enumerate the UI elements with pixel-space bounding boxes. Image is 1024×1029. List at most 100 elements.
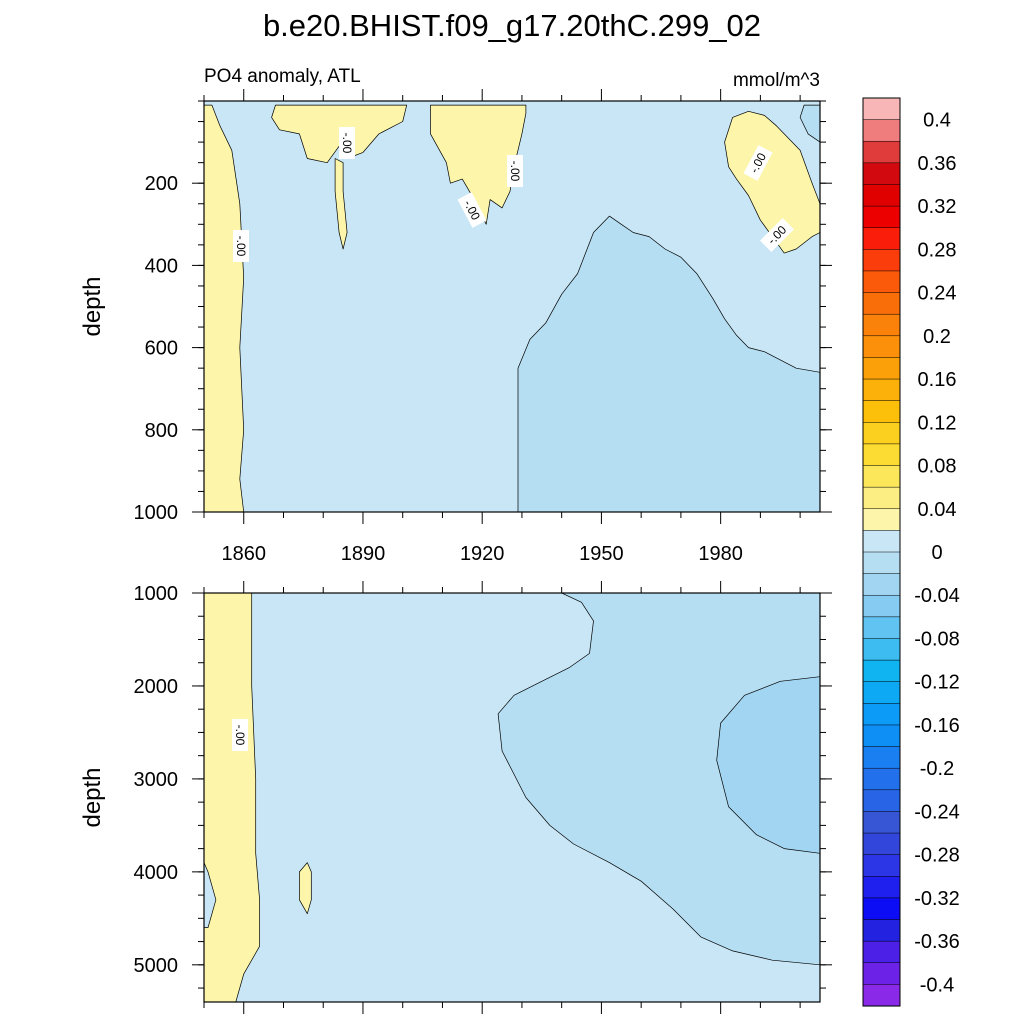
colorbar-label-16: -0.24 xyxy=(914,801,960,823)
colorbar-label-9: 0.04 xyxy=(918,499,957,521)
lower-contour-region-0 xyxy=(204,593,260,1002)
upper-ylabel: depth xyxy=(79,276,106,336)
colorbar-label-19: -0.36 xyxy=(914,931,960,953)
colorbar-label-10: 0 xyxy=(931,542,942,564)
colorbar-box-40 xyxy=(862,962,901,985)
colorbar-box-22 xyxy=(862,573,901,596)
colorbar-box-7 xyxy=(862,249,901,272)
lower-contour-label-1: -.00 xyxy=(232,719,248,751)
upper-ytick-label: 200 xyxy=(145,173,178,195)
colorbar-box-35 xyxy=(862,854,901,877)
colorbar-label-8: 0.08 xyxy=(918,456,957,478)
colorbar-box-27 xyxy=(862,681,901,704)
colorbar-box-25 xyxy=(862,638,901,661)
lower-panel: 1000 2000 3000 4000 5000 depth -.00 xyxy=(79,581,832,1014)
colorbar-label-18: -0.32 xyxy=(914,888,960,910)
colorbar-box-32 xyxy=(862,789,901,812)
upper-xtick-label: 1950 xyxy=(579,543,624,565)
colorbar-box-29 xyxy=(862,724,901,748)
lower-contour-label-1-text: -.00 xyxy=(233,725,247,746)
upper-contour-label-4: -.00 xyxy=(507,155,523,187)
colorbar-label-5: 0.2 xyxy=(923,326,951,348)
colorbar-box-19 xyxy=(862,508,901,531)
colorbar-label-2: 0.32 xyxy=(918,196,957,218)
lower-contour-label-1-bg xyxy=(232,719,248,751)
lower-ylabel: depth xyxy=(79,767,106,827)
colorbar-box-37 xyxy=(862,897,901,921)
colorbar-box-21 xyxy=(862,551,901,575)
upper-contour-label-5-bg xyxy=(743,145,773,181)
upper-ytick-label: 600 xyxy=(145,338,178,360)
colorbar-label-3: 0.28 xyxy=(918,239,957,261)
right-subtitle: mmol/m^3 xyxy=(733,70,820,91)
upper-panel: 1860 1890 1920 1950 1980 200 400 600 800 1000 dept… xyxy=(79,89,832,565)
colorbar-label-20: -0.4 xyxy=(920,974,954,996)
lower-contour-region-3 xyxy=(716,676,820,854)
colorbar-box-16 xyxy=(862,443,901,467)
lower-plot-area xyxy=(204,593,820,1002)
colorbar-box-24 xyxy=(862,616,901,640)
left-subtitle: PO4 anomaly, ATL xyxy=(204,66,361,87)
colorbar-box-1 xyxy=(862,119,901,142)
upper-contour-region-3 xyxy=(430,104,527,225)
colorbar-box-20 xyxy=(862,530,901,553)
colorbar-label-12: -0.08 xyxy=(914,628,960,650)
lower-contour-region-1 xyxy=(299,862,312,915)
colorbar-box-10 xyxy=(862,313,901,337)
chart-title: b.e20.BHIST.f09_g17.20thC.299_02 xyxy=(263,8,761,43)
colorbar-box-11 xyxy=(862,335,901,358)
colorbar-box-31 xyxy=(862,767,901,791)
colorbar-box-33 xyxy=(862,811,901,834)
colorbar-label-13: -0.12 xyxy=(914,672,960,694)
upper-xtick-label: 1920 xyxy=(460,543,505,565)
upper-xtick-label: 1860 xyxy=(221,543,266,565)
upper-contour-label-3: -.00 xyxy=(457,192,487,228)
upper-contour-label-1-bg xyxy=(233,230,249,262)
colorbar-label-0: 0.4 xyxy=(923,110,951,132)
colorbar-box-30 xyxy=(862,746,901,769)
lower-ytick-label: 4000 xyxy=(134,862,179,884)
colorbar-label-1: 0.36 xyxy=(918,153,957,175)
colorbar-box-28 xyxy=(862,703,901,726)
upper-contour-label-4-bg xyxy=(507,155,523,187)
colorbar-box-18 xyxy=(862,486,901,510)
lower-ytick-label: 2000 xyxy=(134,676,179,698)
lower-ytick-label: 5000 xyxy=(134,955,179,977)
colorbar-box-34 xyxy=(862,832,901,856)
colorbar-frame xyxy=(862,97,901,1007)
colorbar-label-11: -0.04 xyxy=(914,585,960,607)
colorbar-box-5 xyxy=(862,205,901,229)
colorbar-label-17: -0.28 xyxy=(914,845,960,867)
colorbar-label-15: -0.2 xyxy=(920,758,954,780)
lower-contour-region-2 xyxy=(497,593,820,966)
upper-xtick-label: 1890 xyxy=(341,543,386,565)
colorbar-box-23 xyxy=(862,594,901,618)
colorbar-box-4 xyxy=(862,184,901,207)
colorbar-box-15 xyxy=(862,422,901,445)
colorbar-box-3 xyxy=(862,162,901,186)
upper-contour-label-1-text: -.00 xyxy=(234,236,248,257)
upper-contour-label-2-text: -.00 xyxy=(340,133,354,154)
upper-contour-region-5 xyxy=(517,215,820,512)
upper-xtick-label: 1980 xyxy=(698,543,743,565)
colorbar-label-14: -0.16 xyxy=(914,715,960,737)
upper-contour-region-6 xyxy=(799,104,820,143)
upper-contour-label-2-bg xyxy=(339,127,355,159)
lower-frame xyxy=(203,592,821,1003)
colorbar-box-6 xyxy=(862,227,901,250)
upper-ytick-label: 400 xyxy=(145,255,178,277)
colorbar-label-4: 0.24 xyxy=(918,283,957,305)
upper-contour-region-0 xyxy=(204,104,245,512)
colorbar-box-26 xyxy=(862,659,901,683)
lower-ytick-label: 3000 xyxy=(134,769,179,791)
upper-contour-region-4 xyxy=(724,110,820,254)
colorbar-box-13 xyxy=(862,378,901,402)
upper-contour-label-6-bg xyxy=(760,218,794,252)
colorbar-box-12 xyxy=(862,357,901,380)
colorbar-box-36 xyxy=(862,876,901,899)
colorbar-box-2 xyxy=(862,140,901,164)
colorbar-box-41 xyxy=(862,984,901,1007)
colorbar-box-9 xyxy=(862,292,901,315)
colorbar-box-38 xyxy=(862,919,901,942)
colorbar-box-17 xyxy=(862,465,901,488)
